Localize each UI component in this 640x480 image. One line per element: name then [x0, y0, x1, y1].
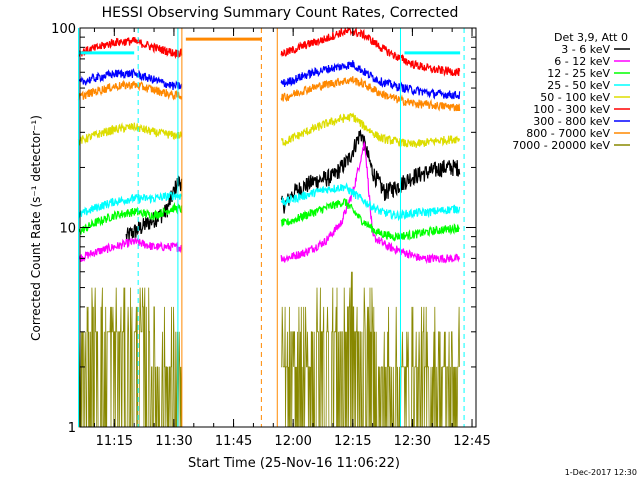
y-tick-label: 10: [59, 222, 76, 237]
x-tick-label: 11:45: [215, 434, 252, 449]
series-line-8: [77, 76, 461, 112]
series-line-4: [77, 182, 461, 222]
y-axis-label: Corrected Count Rate (s⁻¹ detector⁻¹): [29, 115, 43, 341]
series-line-1: [125, 129, 461, 241]
y-tick-label: 1: [68, 421, 76, 436]
series-line-2: [77, 140, 461, 265]
x-tick-label: 12:45: [453, 434, 490, 449]
legend-label: 800 - 7000 keV: [526, 127, 610, 140]
time-marker-layer: [78, 28, 465, 427]
legend-label: 50 - 100 keV: [540, 91, 610, 104]
legend-label: 100 - 300 keV: [533, 103, 610, 116]
legend-label: 12 - 25 keV: [547, 67, 610, 80]
x-tick-label: 11:30: [155, 434, 192, 449]
y-tick-label: 100: [51, 22, 76, 37]
series-line-3: [77, 198, 460, 242]
legend-label: 3 - 6 keV: [561, 43, 610, 56]
generation-timestamp: 1-Dec-2017 12:30: [565, 468, 637, 477]
x-tick-label: 12:15: [334, 434, 371, 449]
x-tick-label: 12:00: [274, 434, 311, 449]
legend-label: 300 - 800 keV: [533, 115, 610, 128]
x-tick-label: 12:30: [394, 434, 431, 449]
axes-layer: 11:15 11:30 11:45 12:00 12:15 12:30 12:45 1 10 10…: [51, 22, 491, 449]
series-line-5: [77, 112, 461, 149]
series-line-7: [78, 60, 461, 100]
plot-data-layer: [77, 26, 461, 428]
legend-label: 7000 - 20000 keV: [512, 139, 610, 152]
x-axis-label: Start Time (25-Nov-16 11:06:22): [188, 456, 400, 471]
legend-label: 6 - 12 keV: [554, 55, 610, 68]
x-tick-label: 11:15: [96, 434, 133, 449]
series-line-6: [77, 26, 461, 77]
legend-label: 25 - 50 keV: [547, 79, 610, 92]
series-line-9: [78, 271, 460, 428]
chart-title: HESSI Observing Summary Count Rates, Cor…: [102, 5, 459, 21]
legend-title: Det 3,9, Att 0: [554, 31, 628, 44]
